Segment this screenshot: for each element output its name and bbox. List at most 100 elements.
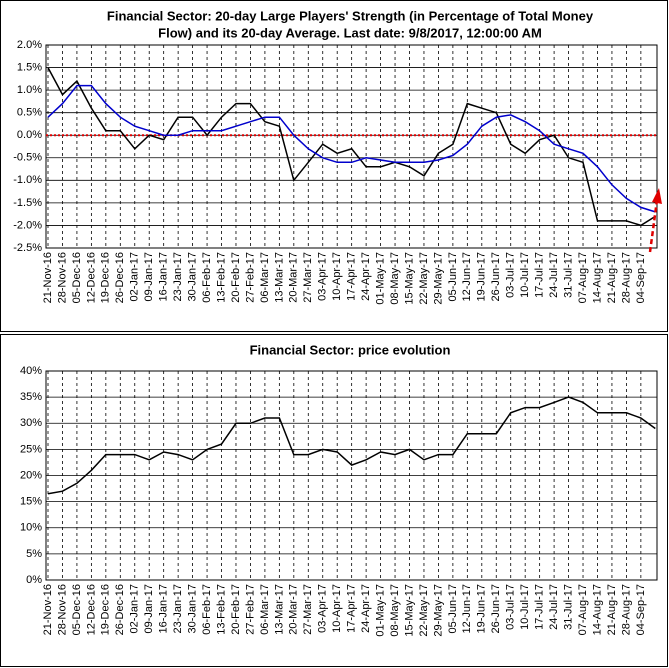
x-tick-label: 26-Dec-16 [114,252,126,303]
y-tick-label: -0.5% [13,152,42,164]
x-tick-label: 08-May-17 [389,252,401,305]
x-tick-label: 19-Jun-17 [476,584,488,634]
chart-title: Financial Sector: 20-day Large Players' … [107,8,594,23]
y-tick-label: -1.0% [13,174,42,186]
data-line [47,84,656,213]
x-tick-label: 05-Jun-17 [447,252,459,302]
y-tick-label: 0% [26,574,42,586]
x-tick-label: 17-Jul-17 [534,252,546,298]
y-tick-label: 15% [20,496,42,508]
y-tick-label: 30% [20,417,42,429]
x-tick-label: 03-Jul-17 [505,252,517,298]
x-tick-label: 27-Mar-17 [302,252,314,303]
x-tick-label: 03-Apr-17 [317,584,329,633]
annotation-arrowhead [652,188,662,204]
y-tick-label: 5% [26,548,42,560]
x-tick-label: 14-Aug-17 [591,252,603,303]
x-tick-label: 12-Dec-16 [85,584,97,635]
x-tick-label: 04-Sep-17 [635,584,647,635]
x-tick-label: 08-May-17 [389,584,401,637]
y-tick-label: 1.0% [17,84,42,96]
x-tick-label: 24-Apr-17 [360,252,372,301]
x-tick-label: 06-Feb-17 [201,252,213,303]
x-tick-label: 06-Mar-17 [259,584,271,635]
x-tick-label: 20-Mar-17 [288,584,300,635]
x-tick-label: 23-Jan-17 [172,584,184,634]
data-line [47,67,656,227]
x-tick-label: 10-Jul-17 [519,584,531,630]
x-tick-label: 13-Feb-17 [215,584,227,635]
y-tick-label: 10% [20,522,42,534]
x-tick-label: 24-Apr-17 [360,584,372,633]
x-tick-label: 10-Jul-17 [519,252,531,298]
x-tick-label: 28-Aug-17 [620,584,632,635]
x-tick-label: 30-Jan-17 [187,252,199,302]
x-tick-label: 27-Feb-17 [244,584,256,635]
y-tick-label: -2.0% [13,219,42,231]
y-tick-label: 2.0% [17,39,42,51]
x-tick-label: 31-Jul-17 [562,584,574,630]
y-tick-label: 20% [20,469,42,481]
x-tick-label: 05-Jun-17 [447,584,459,634]
x-tick-label: 28-Aug-17 [620,252,632,303]
x-tick-label: 24-Jul-17 [548,252,560,298]
x-tick-label: 10-Apr-17 [331,252,343,301]
x-tick-label: 30-Jan-17 [187,584,199,634]
x-tick-label: 27-Mar-17 [302,584,314,635]
x-tick-label: 21-Nov-16 [42,252,54,303]
x-tick-label: 03-Apr-17 [317,252,329,301]
x-tick-label: 22-May-17 [418,252,430,305]
x-tick-label: 07-Aug-17 [577,252,589,303]
y-tick-label: -2.5% [13,242,42,254]
y-tick-label: -1.5% [13,197,42,209]
x-tick-label: 07-Aug-17 [577,584,589,635]
x-tick-label: 17-Apr-17 [346,584,358,633]
x-tick-label: 05-Dec-16 [71,252,83,303]
x-tick-label: 01-May-17 [374,252,386,305]
x-tick-label: 21-Aug-17 [606,252,618,303]
x-tick-label: 24-Jul-17 [548,584,560,630]
x-tick-label: 26-Dec-16 [114,584,126,635]
x-tick-label: 13-Mar-17 [273,584,285,635]
y-tick-label: 40% [20,365,42,377]
x-tick-label: 06-Mar-17 [259,252,271,303]
x-tick-label: 02-Jan-17 [129,252,141,302]
x-tick-label: 15-May-17 [403,252,415,305]
x-tick-label: 29-May-17 [432,584,444,637]
x-tick-label: 10-Apr-17 [331,584,343,633]
x-tick-label: 22-May-17 [418,584,430,637]
y-tick-label: 1.5% [17,61,42,73]
annotation-arrow [648,199,659,253]
x-tick-label: 26-Jun-17 [490,252,502,302]
x-tick-label: 28-Nov-16 [56,252,68,303]
x-tick-label: 17-Jul-17 [534,584,546,630]
x-tick-label: 16-Jan-17 [158,584,170,634]
y-tick-label: 25% [20,443,42,455]
x-tick-label: 27-Feb-17 [244,252,256,303]
y-tick-label: 0.0% [17,129,42,141]
x-tick-label: 19-Dec-16 [100,584,112,635]
x-tick-label: 21-Aug-17 [606,584,618,635]
x-tick-label: 26-Jun-17 [490,584,502,634]
x-tick-label: 03-Jul-17 [505,584,517,630]
x-tick-label: 15-May-17 [403,584,415,637]
x-tick-label: 21-Nov-16 [42,584,54,635]
x-tick-label: 20-Mar-17 [288,252,300,303]
x-tick-label: 14-Aug-17 [591,584,603,635]
x-tick-label: 20-Feb-17 [230,584,242,635]
x-tick-label: 01-May-17 [374,584,386,637]
x-tick-label: 02-Jan-17 [129,584,141,634]
x-tick-label: 13-Feb-17 [215,252,227,303]
x-tick-label: 12-Dec-16 [85,252,97,303]
chart-title: Financial Sector: price evolution [250,342,451,357]
x-tick-label: 12-Jun-17 [461,252,473,302]
y-tick-label: 35% [20,391,42,403]
x-tick-label: 28-Nov-16 [56,584,68,635]
x-tick-label: 23-Jan-17 [172,252,184,302]
x-tick-label: 16-Jan-17 [158,252,170,302]
x-tick-label: 29-May-17 [432,252,444,305]
data-line [47,396,656,495]
x-tick-label: 17-Apr-17 [346,252,358,301]
x-tick-label: 09-Jan-17 [143,252,155,302]
